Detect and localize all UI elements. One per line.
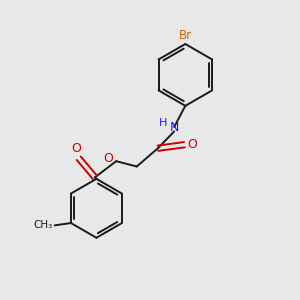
Text: H: H [159,118,168,128]
Text: O: O [188,138,197,151]
Text: Br: Br [179,28,192,42]
Text: CH₃: CH₃ [33,220,52,230]
Text: O: O [103,152,113,165]
Text: O: O [71,142,81,155]
Text: N: N [170,121,179,134]
